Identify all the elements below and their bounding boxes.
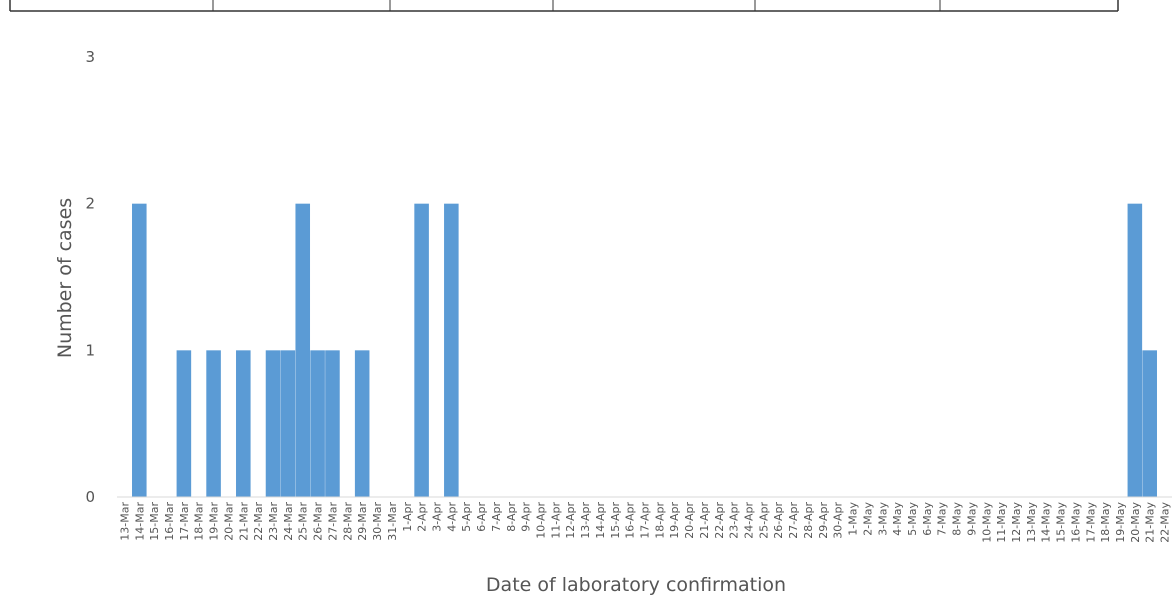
y-tick-label: 0: [85, 488, 95, 506]
x-tick-label: 18-Mar: [193, 502, 206, 541]
x-tick-label: 4-Apr: [445, 502, 458, 532]
x-tick-label: 2-Apr: [416, 502, 429, 532]
x-tick-label: 20-Apr: [683, 502, 696, 539]
x-tick-label: 8-May: [951, 502, 964, 536]
x-tick-label: 23-Mar: [267, 502, 280, 541]
x-tick-label: 1-Apr: [401, 502, 414, 532]
x-tick-label: 9-Apr: [520, 502, 533, 532]
x-tick-label: 16-Apr: [624, 502, 637, 539]
x-tick-label: 5-Apr: [460, 502, 473, 532]
x-tick-label: 21-Mar: [237, 502, 250, 541]
x-tick-label: 12-May: [1010, 502, 1023, 543]
bar-29-Mar: [354, 350, 370, 497]
x-tick-label: 18-Apr: [653, 502, 666, 539]
x-tick-label: 6-May: [921, 502, 934, 536]
bar-19-Mar: [206, 350, 221, 497]
y-tick-label: 3: [85, 48, 95, 66]
x-tick-label: 7-Apr: [490, 502, 503, 532]
x-tick-label: 13-Apr: [579, 502, 592, 539]
x-tick-label: 7-May: [936, 502, 949, 536]
x-tick-label: 13-May: [1025, 502, 1038, 543]
x-tick-label: 20-Mar: [222, 502, 235, 541]
x-tick-label: 24-Mar: [282, 502, 295, 541]
x-tick-label: 30-Apr: [832, 502, 845, 539]
bar-25-Mar: [295, 203, 311, 498]
y-tick-label: 2: [85, 195, 95, 213]
y-tick-label: 1: [85, 341, 95, 359]
x-tick-label: 26-Apr: [772, 502, 785, 539]
x-tick-label: 28-Apr: [802, 502, 815, 539]
x-tick-label: 22-Apr: [713, 502, 726, 539]
x-tick-label: 27-Apr: [787, 502, 800, 539]
x-tick-label: 8-Apr: [505, 502, 518, 532]
x-tick-label: 3-Apr: [430, 502, 443, 532]
bar-27-Mar: [325, 350, 340, 497]
x-tick-label: 17-Mar: [178, 502, 191, 541]
x-tick-label: 14-Apr: [594, 502, 607, 539]
x-tick-label: 3-May: [876, 502, 889, 536]
bar-24-Mar: [280, 350, 296, 497]
bar-14-Mar: [132, 203, 147, 498]
x-tick-label: 10-May: [980, 502, 993, 543]
bar-20-May: [1127, 203, 1143, 498]
x-tick-label: 20-May: [1129, 502, 1142, 543]
bar-2-Apr: [414, 203, 429, 498]
x-tick-label: 28-Mar: [341, 502, 354, 541]
x-tick-label: 2-May: [861, 502, 874, 536]
x-tick-label: 24-Apr: [743, 502, 756, 539]
x-tick-label: 25-Mar: [297, 502, 310, 541]
x-tick-label: 26-Mar: [312, 502, 325, 541]
x-tick-label: 14-Mar: [133, 502, 146, 541]
x-tick-label: 11-May: [995, 502, 1008, 543]
x-tick-label: 17-Apr: [639, 502, 652, 539]
x-tick-label: 15-Apr: [609, 502, 622, 539]
table-remnant: [9, 0, 1119, 12]
x-tick-label: 29-Mar: [356, 502, 369, 541]
x-tick-label: 16-May: [1069, 502, 1082, 543]
bar-21-Mar: [236, 350, 251, 497]
x-tick-label: 22-May: [1159, 502, 1172, 543]
x-tick-label: 19-Apr: [668, 502, 681, 539]
x-tick-label: 31-Mar: [386, 502, 399, 541]
x-tick-label: 1-May: [847, 502, 860, 536]
bar-21-May: [1142, 350, 1157, 497]
x-axis-ticks: 13-Mar 14-Mar 15-Mar 16-Mar 17-Mar 18-Mar 19-M…: [118, 502, 1171, 543]
x-tick-label: 15-May: [1055, 502, 1068, 543]
bar-4-Apr: [444, 203, 459, 498]
x-tick-label: 21-May: [1144, 502, 1157, 543]
x-tick-label: 30-Mar: [371, 502, 384, 541]
bar-17-Mar: [176, 350, 192, 497]
bar-26-Mar: [310, 350, 325, 497]
x-tick-label: 18-May: [1099, 502, 1112, 543]
bar-23-Mar: [265, 350, 281, 497]
x-tick-label: 19-Mar: [208, 502, 221, 541]
x-tick-label: 10-Apr: [534, 502, 547, 539]
x-tick-label: 5-May: [906, 502, 919, 536]
x-axis-title: Date of laboratory confirmation: [486, 574, 786, 596]
x-tick-label: 15-Mar: [148, 502, 161, 541]
x-tick-label: 17-May: [1084, 502, 1097, 543]
x-tick-label: 12-Apr: [564, 502, 577, 539]
x-tick-label: 4-May: [891, 502, 904, 536]
x-tick-label: 14-May: [1040, 502, 1053, 543]
y-axis-title: Number of cases: [54, 198, 76, 358]
y-axis-ticks: 0 1 2 3: [85, 48, 95, 506]
x-tick-label: 25-Apr: [757, 502, 770, 539]
x-tick-label: 9-May: [965, 502, 978, 536]
x-tick-label: 13-Mar: [118, 502, 131, 541]
x-tick-label: 22-Mar: [252, 502, 265, 541]
x-tick-label: 23-Apr: [728, 502, 741, 539]
x-tick-label: 19-May: [1114, 502, 1127, 543]
x-tick-label: 27-Mar: [326, 502, 339, 541]
x-tick-label: 11-Apr: [549, 502, 562, 539]
x-tick-label: 16-Mar: [163, 502, 176, 541]
x-tick-label: 6-Apr: [475, 502, 488, 532]
bars-group: [132, 203, 1157, 498]
x-tick-label: 21-Apr: [698, 502, 711, 539]
x-tick-label: 29-Apr: [817, 502, 830, 539]
